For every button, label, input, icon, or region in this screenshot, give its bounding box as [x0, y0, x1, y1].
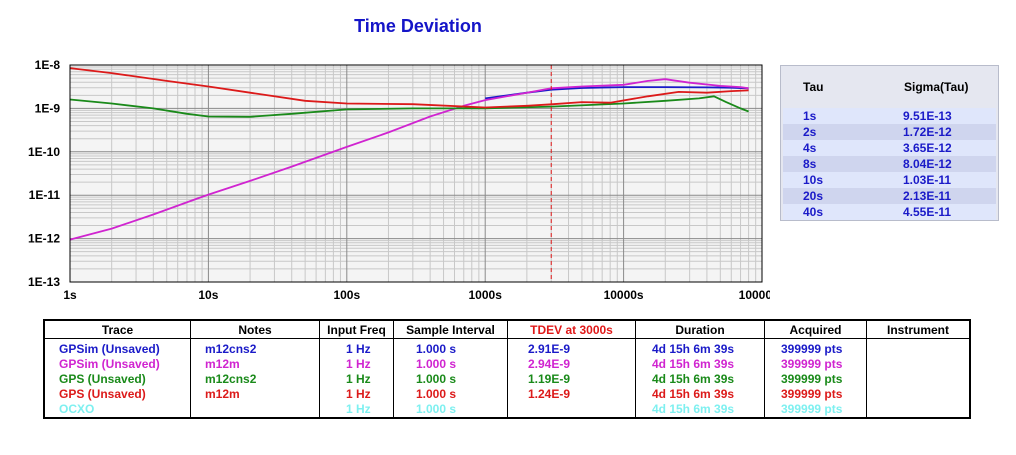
x-tick-label: 10s	[198, 288, 218, 302]
y-tick-label: 1E-13	[28, 275, 60, 289]
tau-value: 1s	[803, 109, 817, 123]
cell-input-freq: 1 Hz	[346, 357, 371, 371]
x-tick-label: 1s	[63, 288, 77, 302]
sigma-value: 4.55E-11	[903, 205, 952, 219]
column-header-tdev[interactable]: TDEV at 3000s	[508, 321, 636, 339]
cell-acquired: 399999 pts	[781, 357, 843, 371]
sigma-value: 1.03E-11	[903, 173, 952, 187]
cell-input-freq: 1 Hz	[346, 372, 371, 386]
cell-tdev: 1.24E-9	[528, 387, 571, 401]
tau-row: 1s 9.51E-13	[783, 108, 996, 124]
column-divider	[393, 339, 394, 417]
cell-sample-interval: 1.000 s	[416, 357, 457, 371]
tau-value: 20s	[803, 189, 824, 203]
tau-header: Tau	[803, 80, 824, 94]
x-tick-label: 100000s	[739, 288, 770, 302]
series-line-2	[69, 78, 749, 241]
cell-notes: m12cns2	[205, 372, 257, 386]
sigma-value: 2.13E-11	[903, 189, 952, 203]
column-divider	[507, 339, 508, 417]
tau-row: 2s 1.72E-12	[783, 124, 996, 140]
column-divider	[764, 339, 765, 417]
column-divider	[635, 339, 636, 417]
tau-row: 40s 4.55E-11	[783, 204, 996, 220]
plot-frame	[69, 64, 763, 283]
sigma-header: Sigma(Tau)	[904, 80, 969, 94]
chart-title: Time Deviation	[354, 16, 482, 36]
sigma-value: 3.65E-12	[903, 141, 952, 155]
cell-acquired: 399999 pts	[781, 372, 843, 386]
cell-notes: m12cns2	[205, 342, 257, 356]
y-tick-label: 1E-11	[29, 188, 61, 202]
x-tick-label: 10000s	[604, 288, 644, 302]
y-tick-label: 1E-12	[28, 232, 60, 246]
cell-tdev: 1.19E-9	[528, 372, 571, 386]
y-tick-label: 1E-8	[35, 58, 61, 72]
cell-tdev: 2.91E-9	[528, 342, 571, 356]
tau-row: 20s 2.13E-11	[783, 188, 996, 204]
cell-input-freq: 1 Hz	[346, 402, 371, 416]
cell-sample-interval: 1.000 s	[416, 372, 457, 386]
x-tick-label: 1000s	[469, 288, 503, 302]
column-header-trace[interactable]: Trace	[45, 321, 191, 339]
cell-trace[interactable]: GPSim (Unsaved)	[59, 357, 160, 371]
cell-input-freq: 1 Hz	[346, 387, 371, 401]
column-header-input-freq[interactable]: Input Freq	[320, 321, 394, 339]
cell-input-freq: 1 Hz	[346, 342, 371, 356]
cell-sample-interval: 1.000 s	[416, 387, 457, 401]
cell-sample-interval: 1.000 s	[416, 402, 457, 416]
cell-tdev: 2.94E-9	[528, 357, 571, 371]
tdev-plot: 1s 10s 100s 1000s 10000s 100000s 1E-8 1E-9 1E-1…	[28, 58, 770, 302]
column-divider	[190, 339, 191, 417]
cell-duration: 4d 15h 6m 39s	[652, 387, 735, 401]
column-divider	[319, 339, 320, 417]
tau-row: 10s 1.03E-11	[783, 172, 996, 188]
tau-value: 40s	[803, 205, 824, 219]
y-tick-label: 1E-9	[35, 101, 61, 115]
sigma-value: 9.51E-13	[903, 109, 952, 123]
cell-acquired: 399999 pts	[781, 342, 843, 356]
column-header-sample-interval[interactable]: Sample Interval	[394, 321, 508, 339]
cell-duration: 4d 15h 6m 39s	[652, 357, 735, 371]
cell-duration: 4d 15h 6m 39s	[652, 342, 735, 356]
series-line-4	[69, 67, 749, 109]
column-header-instrument[interactable]: Instrument	[867, 321, 969, 339]
column-header-notes[interactable]: Notes	[191, 321, 320, 339]
tau-value: 8s	[803, 157, 817, 171]
sigma-value: 1.72E-12	[903, 125, 952, 139]
column-header-duration[interactable]: Duration	[636, 321, 765, 339]
cell-trace[interactable]: GPS (Unsaved)	[59, 372, 146, 386]
sigma-value: 8.04E-12	[903, 157, 952, 171]
cell-notes: m12m	[205, 387, 240, 401]
x-tick-label: 100s	[333, 288, 360, 302]
cell-trace[interactable]: GPSim (Unsaved)	[59, 342, 160, 356]
cell-duration: 4d 15h 6m 39s	[652, 402, 735, 416]
cell-sample-interval: 1.000 s	[416, 342, 457, 356]
tau-row: 4s 3.65E-12	[783, 140, 996, 156]
tau-sigma-panel: Tau Sigma(Tau) 1s 9.51E-13 2s 1.72E-12 4s 3.6…	[780, 65, 999, 221]
cell-acquired: 399999 pts	[781, 402, 843, 416]
trace-table: Trace Notes Input Freq Sample Interval TDEV …	[43, 319, 971, 419]
cell-acquired: 399999 pts	[781, 387, 843, 401]
cell-trace[interactable]: GPS (Unsaved)	[59, 387, 146, 401]
cell-duration: 4d 15h 6m 39s	[652, 372, 735, 386]
y-tick-label: 1E-10	[28, 145, 60, 159]
tau-sigma-list: 1s 9.51E-13 2s 1.72E-12 4s 3.65E-12 8s 8.04E-12…	[783, 108, 996, 220]
tau-value: 4s	[803, 141, 817, 155]
cell-notes: m12m	[205, 357, 240, 371]
tau-value: 10s	[803, 173, 824, 187]
column-header-acquired[interactable]: Acquired	[765, 321, 867, 339]
tau-row: 8s 8.04E-12	[783, 156, 996, 172]
tau-value: 2s	[803, 125, 817, 139]
series-line-3	[69, 95, 749, 118]
column-divider	[866, 339, 867, 417]
cell-trace[interactable]: OCXO	[59, 402, 95, 416]
plot-area	[70, 65, 762, 282]
